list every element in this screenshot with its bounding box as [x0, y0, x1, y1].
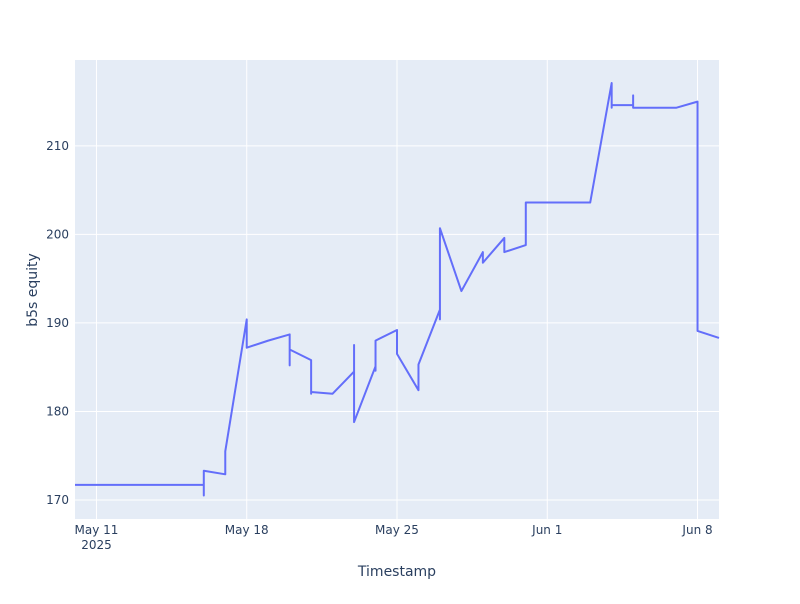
- y-tick-label: 210: [46, 139, 69, 153]
- x-tick-label: May 18: [225, 523, 269, 537]
- x-tick-label: Jun 1: [531, 523, 562, 537]
- y-tick-label: 200: [46, 227, 69, 241]
- x-tick-label: Jun 8: [681, 523, 712, 537]
- y-tick-label: 170: [46, 493, 69, 507]
- x-axis-title: Timestamp: [357, 564, 436, 580]
- y-axis-title: b5s equity: [25, 253, 41, 327]
- y-tick-label: 190: [46, 316, 69, 330]
- x-tick-label: May 25: [375, 523, 419, 537]
- line-series: [75, 82, 720, 497]
- y-tick-label: 180: [46, 404, 69, 418]
- x-tick-label: May 11 2025: [75, 523, 119, 552]
